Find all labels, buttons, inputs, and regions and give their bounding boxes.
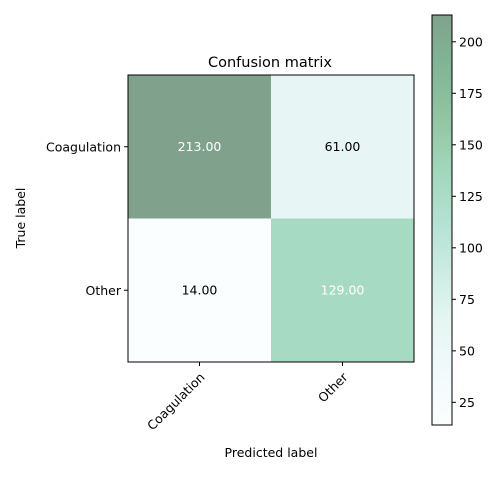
plot-frame (127, 74, 415, 363)
colorbar-frame (431, 14, 453, 426)
y-tick-label: Coagulation (46, 139, 121, 154)
colorbar-tick-label: 75 (459, 292, 475, 307)
matrix-cells (128, 75, 414, 362)
y-axis-label: True label (13, 188, 28, 250)
cell-value-label: 14.00 (182, 282, 218, 297)
colorbar-ticks: 25 50 75 100 125 150 175 200 (452, 34, 483, 410)
y-axis-ticks: Coagulation Other (46, 139, 128, 298)
matrix-cell-1-0 (128, 218, 271, 362)
y-tick-label: Other (86, 283, 122, 298)
x-axis-label: Predicted label (225, 445, 318, 460)
colorbar-tick-label: 125 (459, 189, 483, 204)
colorbar (432, 15, 452, 425)
matrix-cell-labels: 213.00 61.00 14.00 129.00 (178, 139, 365, 298)
colorbar-tick-label: 150 (459, 137, 483, 152)
x-axis-ticks: Coagulation Other (144, 362, 351, 433)
colorbar-tick-label: 25 (459, 395, 475, 410)
matrix-cell-0-1 (271, 75, 414, 219)
x-tick-label: Coagulation (144, 370, 208, 434)
colorbar-tick-label: 175 (459, 86, 483, 101)
colorbar-tick-label: 200 (459, 34, 483, 49)
colorbar-tick-label: 100 (459, 240, 483, 255)
colorbar-tick-label: 50 (459, 343, 475, 358)
x-tick-label: Other (315, 369, 351, 405)
matrix-cell-0-0 (128, 75, 271, 219)
cell-value-label: 213.00 (178, 139, 222, 154)
chart-title: Confusion matrix (208, 55, 332, 71)
cell-value-label: 61.00 (325, 139, 361, 154)
cell-value-label: 129.00 (321, 282, 365, 297)
matrix-cell-1-1 (271, 218, 414, 362)
